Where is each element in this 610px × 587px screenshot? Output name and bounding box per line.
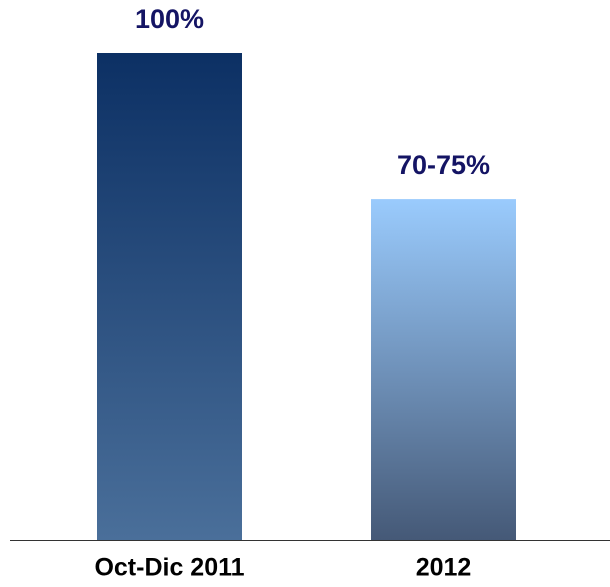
x-tick-label: Oct-Dic 2011 xyxy=(94,554,244,582)
x-tick-label: 2012 xyxy=(416,554,472,582)
value-label: 100% xyxy=(135,4,204,34)
value-label: 70-75% xyxy=(397,150,490,180)
bar xyxy=(371,199,516,540)
bar xyxy=(97,53,242,540)
